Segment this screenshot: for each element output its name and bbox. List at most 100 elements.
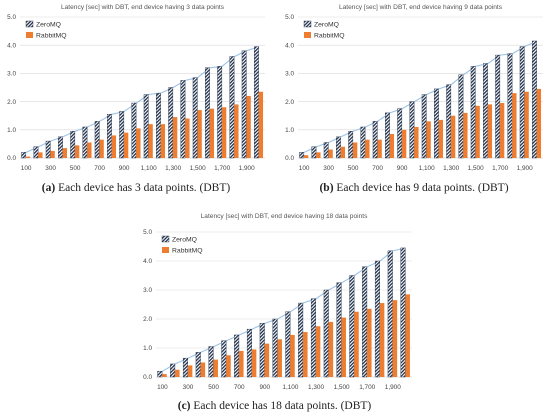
bar-rabbitmq xyxy=(389,134,395,158)
x-tick-label: 1,100 xyxy=(282,384,298,391)
bar-zeromq xyxy=(458,74,464,159)
caption-c: (c) Each device has 18 data points. (DBT… xyxy=(132,400,417,412)
caption-c-label: (c) xyxy=(177,400,191,412)
bar-rabbitmq xyxy=(87,142,92,158)
bar-rabbitmq xyxy=(209,108,215,158)
bar-zeromq xyxy=(229,56,235,159)
bar-rabbitmq xyxy=(234,104,239,158)
bar-zeromq xyxy=(285,311,291,378)
bar-rabbitmq xyxy=(377,139,382,158)
x-tick-label: 1,300 xyxy=(308,384,324,391)
y-tick-label: 4.0 xyxy=(7,42,16,49)
bar-zeromq xyxy=(421,94,427,159)
bar-rabbitmq xyxy=(315,326,321,377)
bar-zeromq xyxy=(311,146,317,159)
bar-zeromq xyxy=(45,140,51,159)
y-tick-label: 1.0 xyxy=(7,127,16,134)
bar-zeromq xyxy=(168,87,174,159)
bar-zeromq xyxy=(21,152,27,159)
bar-rabbitmq xyxy=(123,132,129,158)
bar-rabbitmq xyxy=(62,148,68,158)
bar-zeromq xyxy=(323,289,329,378)
bar-rabbitmq xyxy=(246,95,251,158)
bar-rabbitmq xyxy=(328,149,333,158)
bar-zeromq xyxy=(246,328,252,378)
chart-c-title: Latency [sec] with DBT, end device havin… xyxy=(201,213,368,220)
x-tick-label: 500 xyxy=(348,165,359,172)
x-tick-label: 1,100 xyxy=(419,165,435,172)
y-tick-label: 3.0 xyxy=(143,287,152,294)
legend-zeromq-swatch xyxy=(25,20,34,28)
x-tick-label: 1,300 xyxy=(443,165,459,172)
bar-rabbitmq xyxy=(111,135,117,158)
caption-a-label: (a) xyxy=(41,182,56,194)
bar-rabbitmq xyxy=(238,350,244,377)
bar-rabbitmq xyxy=(366,308,372,377)
bar-rabbitmq xyxy=(405,294,410,377)
y-tick-label: 1.0 xyxy=(143,345,152,352)
bar-rabbitmq xyxy=(524,91,529,158)
bar-rabbitmq xyxy=(172,117,178,158)
y-tick-label: 4.0 xyxy=(285,42,294,49)
bar-zeromq xyxy=(217,66,223,159)
y-tick-label: 0.0 xyxy=(7,155,16,162)
bar-rabbitmq xyxy=(340,146,346,158)
bar-zeromq xyxy=(507,53,513,159)
bar-zeromq xyxy=(298,302,304,378)
x-tick-label: 1,900 xyxy=(385,384,401,391)
caption-b-label: (b) xyxy=(319,182,334,194)
y-tick-label: 3.0 xyxy=(285,71,294,78)
x-tick-label: 300 xyxy=(45,165,56,172)
x-tick-label: 1,500 xyxy=(334,384,350,391)
bar-zeromq xyxy=(310,298,316,378)
bar-rabbitmq xyxy=(74,145,80,158)
bar-zeromq xyxy=(156,92,161,159)
bar-zeromq xyxy=(409,101,415,159)
bar-zeromq xyxy=(195,352,201,378)
bar-zeromq xyxy=(94,121,100,159)
bar-zeromq xyxy=(33,146,39,159)
x-tick-label: 1,700 xyxy=(214,165,230,172)
bar-rabbitmq xyxy=(302,332,308,377)
y-tick-label: 2.0 xyxy=(7,99,16,106)
x-tick-label: 1,900 xyxy=(517,165,533,172)
bar-zeromq xyxy=(157,370,163,378)
bar-rabbitmq xyxy=(303,155,309,158)
bar-zeromq xyxy=(299,152,305,159)
bar-zeromq xyxy=(470,66,476,159)
bar-rabbitmq xyxy=(475,105,480,158)
bar-zeromq xyxy=(143,94,149,159)
bar-zeromq xyxy=(483,63,488,159)
bar-zeromq xyxy=(131,102,137,159)
bar-zeromq xyxy=(241,50,247,159)
bar-zeromq xyxy=(180,80,186,159)
bar-zeromq xyxy=(192,77,198,159)
x-tick-label: 300 xyxy=(323,165,334,172)
bar-rabbitmq xyxy=(401,129,407,158)
bar-zeromq xyxy=(374,260,380,378)
bar-rabbitmq xyxy=(536,88,542,158)
bar-zeromq xyxy=(234,334,240,378)
legend-rabbitmq-swatch xyxy=(26,32,33,38)
legend-zeromq-label: ZeroMQ xyxy=(36,22,61,29)
x-tick-label: 1,900 xyxy=(239,165,255,172)
chart-panel-a: Latency [sec] with DBT, end device havin… xyxy=(0,0,270,180)
x-tick-label: 1,500 xyxy=(468,165,484,172)
legend-zeromq-swatch xyxy=(303,20,312,28)
bar-rabbitmq xyxy=(148,124,153,158)
bar-zeromq xyxy=(336,282,342,378)
y-tick-label: 0.0 xyxy=(143,374,152,381)
bar-zeromq xyxy=(170,363,176,378)
bar-zeromq xyxy=(495,54,501,159)
y-tick-label: 2.0 xyxy=(285,99,294,106)
bar-rabbitmq xyxy=(226,355,231,377)
bar-rabbitmq xyxy=(251,349,257,377)
x-tick-label: 300 xyxy=(183,384,194,391)
x-tick-label: 100 xyxy=(299,165,310,172)
bar-zeromq xyxy=(397,108,403,159)
x-tick-label: 700 xyxy=(372,165,383,172)
chart-b-title: Latency [sec] with DBT, end device havin… xyxy=(339,4,503,11)
y-tick-label: 3.0 xyxy=(7,71,16,78)
bar-zeromq xyxy=(58,136,63,159)
bar-zeromq xyxy=(70,131,76,159)
